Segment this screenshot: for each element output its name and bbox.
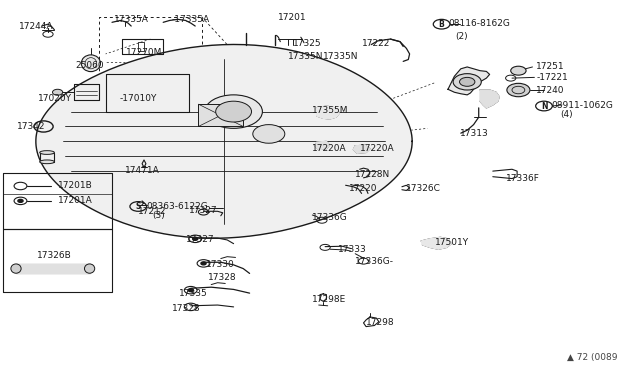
Text: 17270M: 17270M: [126, 48, 163, 57]
Text: (2): (2): [456, 32, 468, 41]
Text: 17298: 17298: [366, 318, 395, 327]
Polygon shape: [353, 145, 370, 153]
Circle shape: [52, 89, 63, 95]
Polygon shape: [448, 67, 490, 95]
Circle shape: [18, 199, 23, 202]
Text: 17201: 17201: [278, 13, 307, 22]
Text: 25060: 25060: [76, 61, 104, 70]
Ellipse shape: [11, 264, 21, 273]
Polygon shape: [16, 264, 90, 273]
Polygon shape: [315, 141, 330, 150]
Text: 17212: 17212: [138, 207, 166, 216]
Text: 17335N: 17335N: [323, 52, 358, 61]
Text: S: S: [136, 202, 141, 211]
Text: 17342: 17342: [17, 122, 45, 131]
Text: 17313: 17313: [460, 129, 488, 138]
Text: 17220A: 17220A: [312, 144, 347, 153]
Text: 17228N: 17228N: [355, 170, 390, 179]
Text: 17220: 17220: [349, 185, 378, 193]
Text: 17336F: 17336F: [506, 174, 540, 183]
Text: 08363-6122G: 08363-6122G: [146, 202, 207, 211]
Text: 17326C: 17326C: [406, 185, 441, 193]
Text: 17355M: 17355M: [312, 106, 349, 115]
Circle shape: [216, 101, 252, 122]
Text: 17333: 17333: [338, 245, 367, 254]
Text: 17325: 17325: [293, 39, 322, 48]
Text: -17010Y: -17010Y: [120, 94, 157, 103]
Text: ▲ 72 (0089: ▲ 72 (0089: [567, 353, 618, 362]
Text: (4): (4): [560, 110, 573, 119]
Text: 08116-8162G: 08116-8162G: [448, 19, 510, 28]
Circle shape: [453, 74, 481, 90]
Circle shape: [188, 289, 193, 292]
Text: B: B: [439, 20, 444, 29]
Ellipse shape: [40, 151, 54, 154]
Circle shape: [460, 77, 475, 86]
Ellipse shape: [40, 160, 54, 164]
Text: 17220A: 17220A: [360, 144, 394, 153]
Circle shape: [193, 237, 198, 240]
Polygon shape: [421, 237, 451, 249]
Circle shape: [201, 262, 206, 265]
Polygon shape: [317, 106, 339, 119]
Text: N: N: [541, 102, 547, 110]
Text: 17327: 17327: [186, 235, 214, 244]
Text: 17501Y: 17501Y: [435, 238, 469, 247]
Text: 17327: 17327: [189, 206, 218, 215]
Text: 17298E: 17298E: [312, 295, 347, 304]
Polygon shape: [36, 45, 412, 238]
Ellipse shape: [81, 55, 100, 71]
Text: 17240: 17240: [536, 86, 565, 94]
Text: 17330: 17330: [206, 260, 235, 269]
Circle shape: [511, 66, 526, 75]
Text: 17336G-: 17336G-: [355, 257, 394, 266]
Text: -17221: -17221: [536, 73, 568, 81]
Text: 17336G: 17336G: [312, 213, 348, 222]
Text: (3): (3): [152, 211, 165, 220]
Text: -17335A: -17335A: [172, 15, 210, 24]
Circle shape: [507, 83, 530, 97]
Text: 17335: 17335: [179, 289, 208, 298]
Text: 17201A: 17201A: [58, 196, 92, 205]
Text: 17222: 17222: [362, 39, 390, 48]
Circle shape: [205, 95, 262, 128]
Text: 08911-1062G: 08911-1062G: [552, 101, 614, 110]
Text: 17326B: 17326B: [37, 251, 72, 260]
Text: 17335N: 17335N: [288, 52, 323, 61]
Text: 17328: 17328: [172, 304, 200, 312]
Text: 17201B: 17201B: [58, 182, 92, 190]
Polygon shape: [480, 90, 499, 108]
Text: 17335A: 17335A: [114, 15, 148, 24]
Text: 17471A: 17471A: [125, 166, 159, 174]
Text: 17020Y: 17020Y: [38, 94, 72, 103]
Polygon shape: [198, 104, 243, 126]
Text: 17251: 17251: [536, 62, 565, 71]
Circle shape: [253, 125, 285, 143]
Text: 17328: 17328: [208, 273, 237, 282]
Text: 17244A: 17244A: [19, 22, 54, 31]
Ellipse shape: [84, 264, 95, 273]
